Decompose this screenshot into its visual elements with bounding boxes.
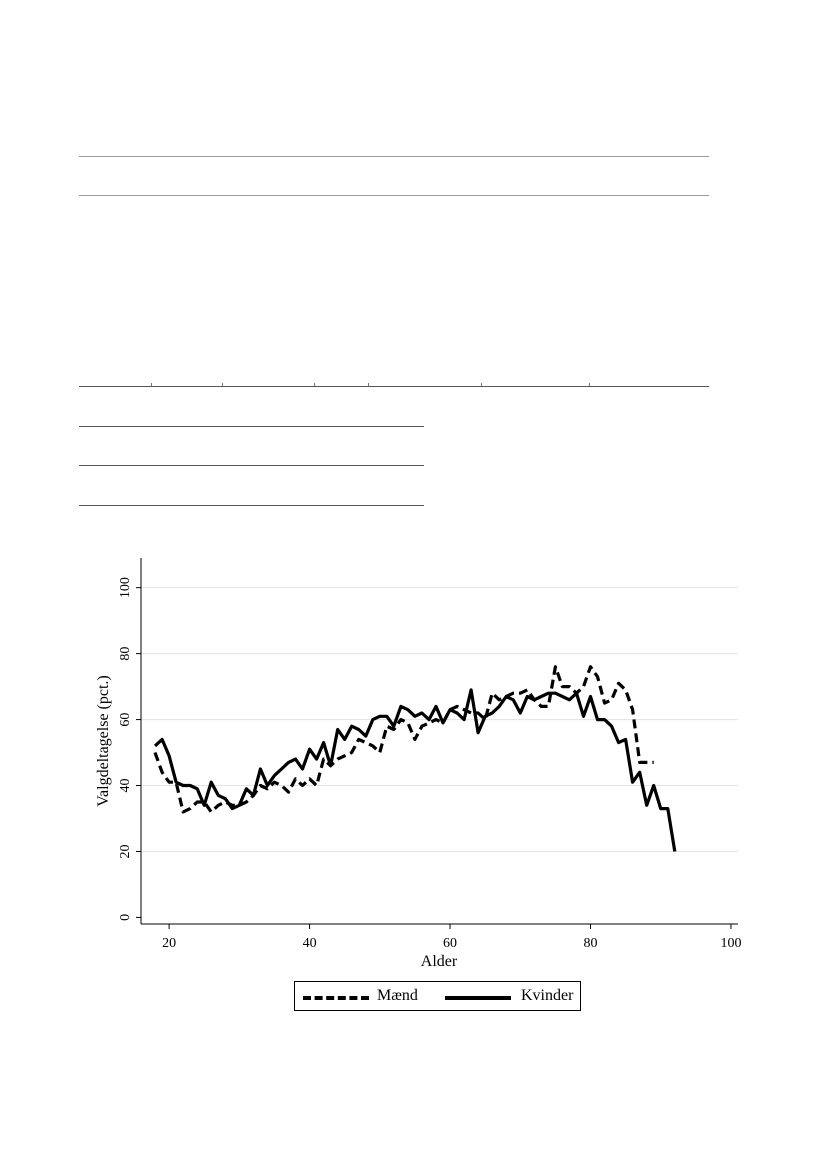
legend-swatch-kvinder [445,996,511,1000]
table-rule-top-1 [79,156,709,157]
series-line-maend [153,665,654,814]
table-col-mark [481,383,482,386]
series-line-kvinder [153,688,677,852]
y-tick-label: 100 [118,577,133,598]
legend-label-kvinder: Kvinder [521,987,574,1004]
table-col-mark [222,383,223,386]
x-axis-label: Alder [421,953,458,970]
x-tick-label: 20 [162,936,176,951]
y-ticks: 0 20 40 60 80 100 [118,577,141,921]
table-rule-short-2 [79,465,424,466]
table-col-mark [314,383,315,386]
y-tick-label: 0 [118,914,133,921]
table-col-mark [589,383,590,386]
x-tick-label: 60 [443,936,457,951]
y-tick-label: 80 [118,647,133,661]
y-axis-label: Valgdeltagelse (pct.) [95,675,112,807]
x-tick-label: 100 [720,936,741,951]
table-rule-short-3 [79,505,424,506]
y-tick-label: 60 [118,713,133,727]
table-col-mark [151,383,152,386]
table-rule-top-2 [79,195,709,196]
table-col-mark [368,383,369,386]
table-rule-mid [79,386,709,387]
y-tick-label: 40 [118,779,133,793]
legend-swatch-maend [303,996,369,1000]
legend-label-maend: Mænd [377,987,418,1004]
axes [140,558,738,925]
table-rule-short-1 [79,426,424,427]
series-lines [153,665,677,852]
x-tick-label: 40 [303,936,317,951]
x-tick-label: 80 [584,936,598,951]
y-tick-label: 20 [118,844,133,858]
x-ticks: 20 40 60 80 100 [162,924,741,951]
chart-legend: Mænd Kvinder [294,981,581,1011]
